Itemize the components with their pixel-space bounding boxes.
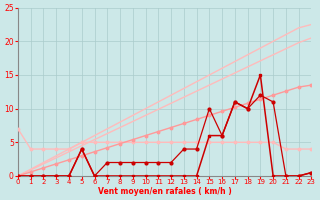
X-axis label: Vent moyen/en rafales ( km/h ): Vent moyen/en rafales ( km/h ) — [98, 187, 232, 196]
